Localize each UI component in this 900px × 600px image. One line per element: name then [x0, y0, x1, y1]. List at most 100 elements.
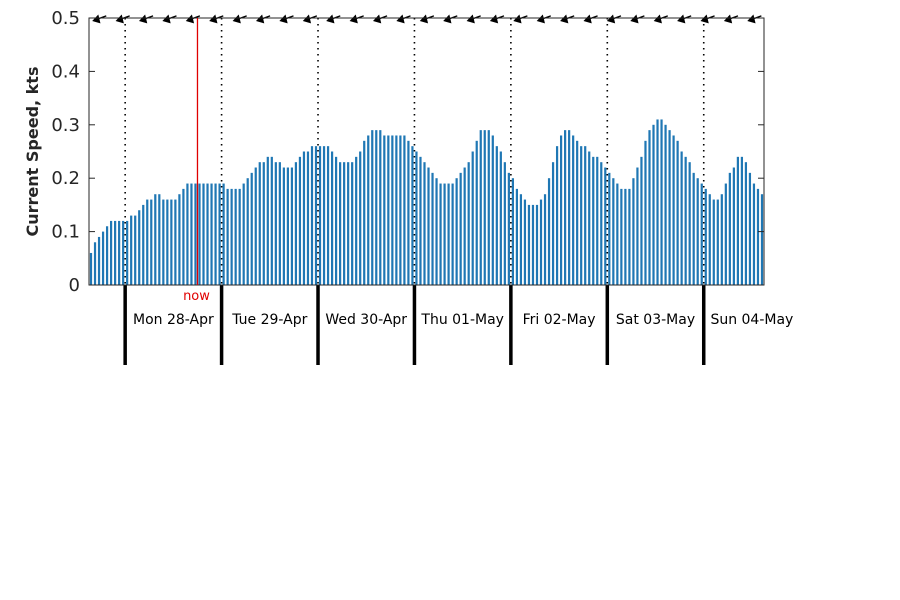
- bar: [355, 156, 358, 285]
- bar: [499, 151, 502, 285]
- bar: [600, 162, 603, 285]
- bar: [359, 151, 362, 285]
- day-label: Fri 02-May: [523, 312, 596, 328]
- bar: [415, 151, 418, 285]
- bar: [495, 146, 498, 285]
- bar: [752, 183, 756, 285]
- day-label: Wed 30-Apr: [325, 312, 407, 328]
- bar: [282, 167, 285, 285]
- direction-arrow-icon: [630, 14, 645, 24]
- bar: [230, 188, 233, 285]
- bar: [310, 146, 314, 285]
- bar: [588, 151, 591, 285]
- bar: [254, 167, 257, 285]
- bar: [652, 124, 655, 285]
- bar: [640, 156, 643, 285]
- bar: [660, 119, 663, 286]
- bar: [105, 226, 109, 285]
- day-label: Sat 03-May: [616, 312, 695, 328]
- bar: [547, 178, 551, 285]
- bar: [270, 156, 273, 285]
- bar: [182, 188, 185, 285]
- bar: [564, 130, 567, 285]
- direction-arrow-icon: [747, 14, 762, 24]
- bar: [555, 146, 559, 285]
- bar: [286, 167, 289, 285]
- bar: [744, 162, 748, 285]
- bar: [748, 172, 752, 285]
- bar: [479, 130, 482, 285]
- bar: [375, 130, 378, 285]
- bar: [716, 199, 719, 285]
- day-dividers-group: [123, 18, 706, 365]
- bar: [451, 183, 454, 285]
- bar: [684, 156, 687, 285]
- bar: [491, 135, 494, 285]
- bar: [178, 194, 181, 285]
- y-tick-label: 0.2: [51, 168, 80, 189]
- bar: [572, 135, 575, 285]
- bar: [174, 199, 177, 285]
- bar: [612, 178, 615, 285]
- bar: [700, 183, 703, 285]
- bar: [636, 167, 639, 285]
- direction-arrow-icon: [326, 14, 341, 24]
- bar: [736, 156, 739, 285]
- bar: [142, 204, 145, 285]
- bar: [162, 199, 165, 285]
- bar: [443, 183, 446, 285]
- bar: [166, 199, 169, 285]
- bar: [218, 183, 221, 285]
- y-axis-ticks-group: 0 0.1 0.2 0.3 0.4 0.5: [51, 8, 764, 296]
- bar: [411, 146, 414, 285]
- bar: [126, 220, 129, 285]
- bar: [326, 146, 330, 285]
- bar: [330, 151, 334, 285]
- bar: [298, 156, 302, 285]
- bar: [760, 194, 764, 285]
- bar: [423, 162, 426, 285]
- direction-arrow-icon: [560, 14, 575, 24]
- bar: [250, 172, 253, 285]
- bar: [114, 220, 117, 285]
- direction-arrow-icon: [279, 14, 294, 24]
- bar: [672, 135, 675, 285]
- bar: [680, 151, 683, 285]
- bar: [242, 183, 245, 285]
- direction-arrow-icon: [372, 14, 388, 24]
- bar: [226, 188, 229, 285]
- bar: [676, 140, 679, 285]
- direction-arrow-icon: [419, 14, 435, 24]
- bar: [648, 130, 651, 285]
- bar: [455, 178, 458, 285]
- bar: [620, 188, 623, 285]
- bar: [656, 119, 659, 286]
- bar: [459, 172, 462, 285]
- bar: [543, 194, 547, 285]
- bar: [644, 140, 647, 285]
- bar: [668, 130, 671, 285]
- bar: [471, 151, 474, 285]
- bar: [712, 199, 715, 285]
- day-label: Mon 28-Apr: [133, 312, 214, 328]
- bar: [616, 183, 619, 285]
- bar: [202, 183, 205, 285]
- day-label: Sun 04-May: [710, 312, 793, 328]
- direction-arrow-icon: [209, 14, 224, 24]
- bar: [704, 188, 707, 285]
- y-tick-label: 0.4: [51, 61, 80, 82]
- bar: [688, 162, 691, 285]
- bar: [322, 146, 326, 285]
- bar: [531, 204, 535, 285]
- direction-arrow-icon: [162, 14, 177, 24]
- bar: [539, 199, 543, 285]
- bar: [608, 172, 611, 285]
- bar: [238, 188, 241, 285]
- direction-arrow-icon: [513, 14, 528, 24]
- bar: [334, 156, 338, 285]
- bar: [306, 151, 310, 285]
- bar: [519, 194, 523, 285]
- bar: [407, 140, 410, 285]
- direction-arrows-group: [92, 14, 762, 24]
